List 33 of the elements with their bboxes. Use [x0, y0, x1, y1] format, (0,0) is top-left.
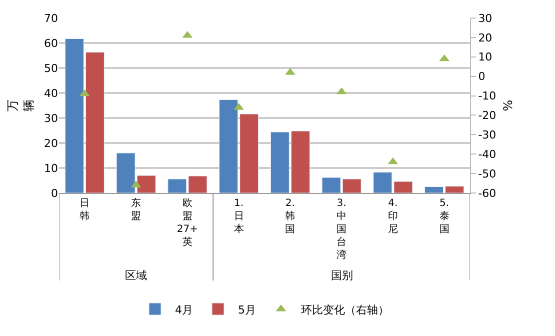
x-tick-label: 东盟	[131, 197, 142, 222]
text: 区域	[125, 269, 147, 282]
y-tick-label: 70	[44, 12, 58, 25]
y2-tick-label: -60	[478, 186, 496, 200]
y-tick-label: 40	[44, 86, 58, 100]
y2-tick-label: 10	[478, 50, 492, 64]
y2-tick-label: 20	[478, 31, 492, 44]
y-tick-label: 20	[44, 136, 58, 150]
x-tick-label: 4.印尼	[388, 198, 398, 235]
x-tick-label: 3.中国台湾	[336, 198, 347, 261]
y2-axis-title: %	[501, 100, 516, 112]
x-tick-label: 2.韩国	[285, 198, 296, 235]
y2-tick-label: 0	[478, 70, 486, 84]
x-tick-label: 日韩	[80, 198, 90, 222]
legend-label: 5月	[238, 303, 256, 316]
legend-label: 4月	[175, 303, 193, 316]
x-tick-label: 5.泰国	[439, 198, 450, 235]
y-tick-label: 0	[51, 186, 58, 200]
y2-tick-label: 30	[478, 12, 492, 25]
y-tick-label: 50	[44, 62, 58, 75]
text: 国别	[331, 269, 353, 282]
y2-tick-label: -40	[478, 148, 496, 161]
y-tick-label: 10	[44, 162, 58, 175]
legend-label: 环比变化（右轴）	[301, 303, 389, 316]
y2-tick-label: -10	[478, 90, 496, 103]
y-tick-label: 30	[44, 112, 58, 125]
y2-tick-label: -20	[478, 109, 496, 122]
x-tick-label: 欧盟27+英	[176, 198, 198, 248]
x-tick-label: 1.日本	[234, 198, 244, 235]
y-axis-title: 万辆	[6, 100, 36, 112]
y-tick-label: 60	[44, 36, 58, 50]
y2-tick-label: -30	[478, 128, 496, 142]
y2-tick-label: -50	[478, 167, 496, 180]
